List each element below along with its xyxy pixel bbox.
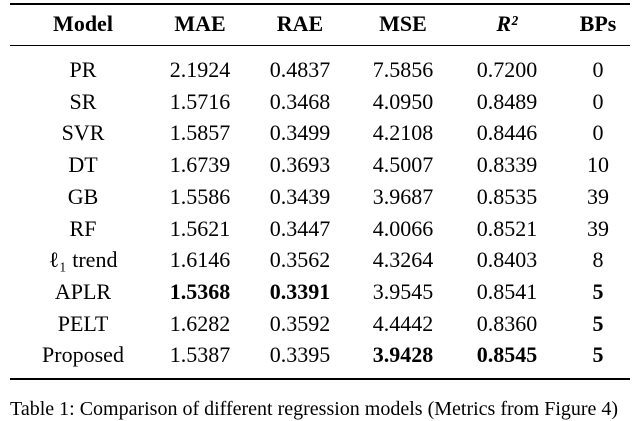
row-label: SVR <box>61 120 105 146</box>
cell: 0 <box>592 120 604 146</box>
row-label: PR <box>69 57 97 82</box>
header-cell: R² <box>496 11 518 36</box>
cell: 4.4442 <box>372 310 434 336</box>
cell: 0.8541 <box>476 278 538 304</box>
cell: 1.5387 <box>169 342 231 368</box>
cell: 1.5368 <box>169 278 231 304</box>
cell: 2.1924 <box>169 57 231 82</box>
cell: 0.3562 <box>269 247 331 273</box>
row-label: APLR <box>54 278 112 304</box>
cell: 5 <box>592 342 604 368</box>
cell: 0.8446 <box>476 120 538 146</box>
cell: 1.5586 <box>169 183 231 209</box>
header-cell: Model <box>53 11 113 36</box>
row-label: SR <box>69 88 97 114</box>
cell: 0.3439 <box>269 183 331 209</box>
cell: 0.3447 <box>269 215 331 241</box>
header-cell: RAE <box>276 11 324 36</box>
cell: 3.9687 <box>372 183 434 209</box>
cell: 0.3499 <box>269 120 331 146</box>
cell: 1.6146 <box>169 247 231 273</box>
row-label: RF <box>69 215 97 241</box>
cell: 0.8535 <box>476 183 538 209</box>
cell: 5 <box>592 310 604 336</box>
cell: 0 <box>592 88 604 114</box>
cell: 0.7200 <box>476 57 538 82</box>
cell: 1.6282 <box>169 310 231 336</box>
cell: 3.9428 <box>372 342 434 368</box>
cell: 3.9545 <box>372 278 434 304</box>
top-rule <box>10 3 630 5</box>
cell: 4.0950 <box>372 88 434 114</box>
row-label: ℓ₁ trend <box>48 247 118 273</box>
header-cell: MAE <box>174 11 226 36</box>
cell: 0.8360 <box>476 310 538 336</box>
header-cell: BPs <box>579 11 617 36</box>
cell: 0.3391 <box>269 278 331 304</box>
cell: 0.8489 <box>476 88 538 114</box>
bottom-rule <box>10 378 630 380</box>
cell: 0.8521 <box>476 215 538 241</box>
row-label: Proposed <box>42 342 124 368</box>
cell: 1.5857 <box>169 120 231 146</box>
cell: 39 <box>587 215 609 241</box>
cell: 0.3592 <box>269 310 331 336</box>
cell: 0.3693 <box>269 152 331 178</box>
cell: 5 <box>592 278 604 304</box>
cell: 0.8545 <box>476 342 538 368</box>
cell: 10 <box>587 152 609 178</box>
cell: 0.3395 <box>269 342 331 368</box>
cell: 0 <box>592 57 604 82</box>
cell: 4.3264 <box>372 247 434 273</box>
cell: 4.0066 <box>372 215 434 241</box>
cell: 8 <box>592 247 604 273</box>
cell: 0.4837 <box>269 57 331 82</box>
cell: 1.5621 <box>169 215 231 241</box>
caption: Table 1: Comparison of different regress… <box>10 398 619 420</box>
cell: 4.5007 <box>372 152 434 178</box>
cell: 4.2108 <box>372 120 434 146</box>
mid-rule <box>10 45 630 46</box>
header-cell: MSE <box>379 11 427 36</box>
cell: 0.8403 <box>476 247 538 273</box>
cell: 0.8339 <box>476 152 538 178</box>
cell: 1.5716 <box>169 88 231 114</box>
row-label: PELT <box>57 310 109 336</box>
row-label: DT <box>68 152 98 178</box>
row-label: GB <box>67 183 99 209</box>
cell: 7.5856 <box>372 57 434 82</box>
cell: 39 <box>587 183 609 209</box>
cell: 1.6739 <box>169 152 231 178</box>
cell: 0.3468 <box>269 88 331 114</box>
